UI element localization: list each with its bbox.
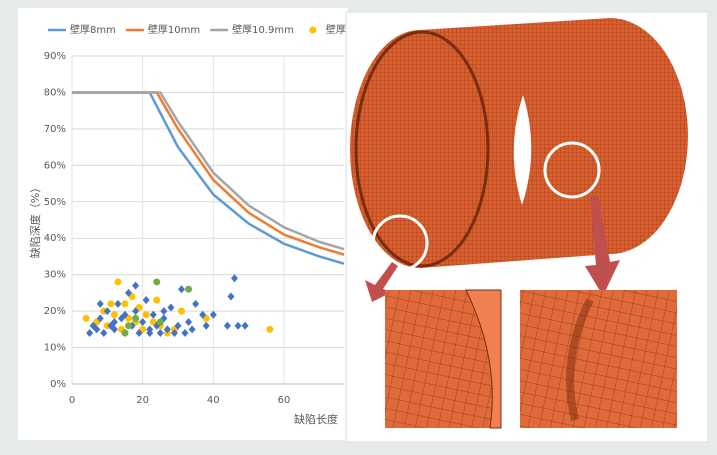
scatter-point	[181, 328, 189, 337]
scatter-point	[132, 314, 140, 322]
scatter-point	[202, 321, 210, 330]
scatter-point	[163, 325, 171, 334]
scatter-point	[167, 303, 175, 312]
y-tick-label: 10%	[44, 343, 66, 354]
scatter-point	[185, 318, 193, 327]
scatter-point	[142, 296, 150, 305]
mesh-illustration	[345, 11, 709, 443]
arrow	[585, 195, 620, 296]
x-axis-title: 缺陷长度	[294, 412, 338, 426]
scatter-point	[170, 328, 178, 337]
legend-label: 壁厚10mm	[148, 23, 200, 36]
scatter-point	[230, 274, 238, 283]
scatter-point	[135, 328, 143, 337]
cylinder-ring	[354, 30, 490, 268]
scatter-point	[149, 310, 157, 319]
scatter-point	[185, 285, 193, 293]
scatter-point	[82, 314, 90, 322]
scatter-point	[103, 307, 111, 316]
y-tick-label: 90%	[44, 51, 66, 62]
scatter-point	[192, 299, 200, 308]
y-tick-label: 20%	[44, 306, 66, 317]
scatter-point	[125, 288, 133, 297]
scatter-point	[266, 325, 274, 333]
scatter-point	[139, 318, 147, 327]
y-tick-label: 50%	[44, 197, 66, 208]
scatter-point	[199, 310, 207, 319]
scatter-point	[110, 311, 118, 319]
scatter-point	[234, 321, 242, 330]
scatter-point	[96, 299, 104, 308]
scatter-point	[223, 321, 231, 330]
scatter-point	[121, 310, 129, 319]
y-tick-label: 60%	[44, 160, 66, 171]
scatter-point	[153, 296, 161, 304]
legend-label: 壁厚8mm	[70, 23, 116, 36]
scatter-point	[86, 328, 94, 337]
y-tick-label: 70%	[44, 124, 66, 135]
scatter-point	[146, 328, 154, 337]
scatter-point	[160, 307, 168, 316]
scatter-point	[156, 318, 164, 326]
y-axis-title: 缺陷深度（%）	[28, 182, 42, 258]
x-tick-label: 40	[207, 395, 220, 406]
scatter-point	[110, 318, 118, 327]
highlight-circle	[543, 141, 601, 199]
scatter-point	[107, 300, 115, 308]
scatter-point	[178, 307, 186, 315]
line-series	[72, 91, 345, 251]
scatter-point	[209, 310, 217, 319]
scatter-point	[114, 278, 122, 286]
scatter-point	[142, 311, 150, 319]
x-tick-label: 20	[136, 395, 149, 406]
scatter-point	[125, 322, 133, 330]
scatter-point	[241, 321, 249, 330]
legend-label: 壁厚10.9mm	[232, 23, 294, 36]
highlight-circle	[371, 214, 429, 272]
line-series	[72, 91, 345, 265]
y-tick-label: 0%	[50, 379, 66, 390]
scatter-point	[174, 321, 182, 330]
scatter-point	[96, 314, 104, 323]
cylinder-hole	[513, 95, 532, 205]
scatter-point	[153, 278, 161, 286]
scatter-point	[121, 300, 129, 308]
x-tick-label: 60	[278, 395, 291, 406]
legend-swatch	[309, 26, 317, 34]
chart-background	[18, 8, 348, 440]
scatter-point	[132, 281, 140, 290]
scatter-point	[110, 325, 118, 334]
zoom-panel	[520, 290, 677, 428]
y-tick-label: 40%	[44, 233, 66, 244]
scatter-point	[178, 285, 186, 294]
scatter-point	[188, 325, 196, 334]
y-tick-label: 80%	[44, 87, 66, 98]
zoom-edge	[465, 289, 502, 429]
scatter-point	[93, 325, 101, 334]
scatter-point	[132, 307, 140, 316]
y-tick-label: 30%	[44, 270, 66, 281]
scatter-point	[227, 292, 235, 301]
scatter-point	[121, 329, 129, 337]
zoom-dent	[566, 298, 594, 421]
scatter-point	[156, 328, 164, 337]
line-series	[72, 91, 345, 256]
scatter-point	[114, 299, 122, 308]
scatter-point	[100, 328, 108, 337]
x-tick-label: 0	[69, 395, 75, 406]
